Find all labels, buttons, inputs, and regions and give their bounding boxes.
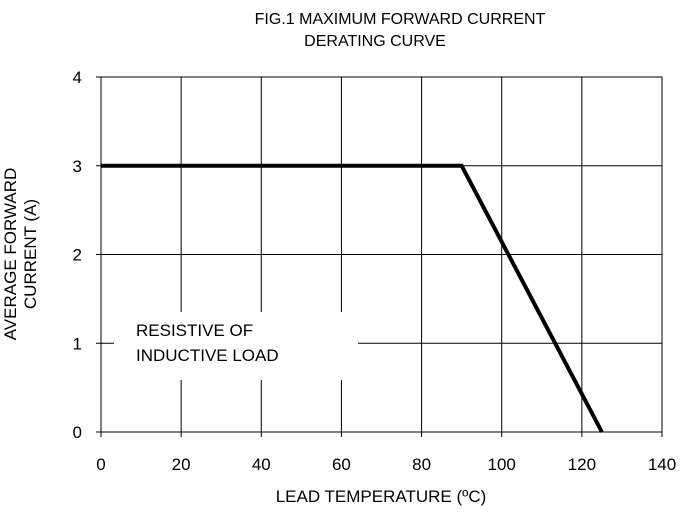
chart-title-line-1: FIG.1 MAXIMUM FORWARD CURRENT	[255, 11, 546, 28]
y-tick-label: 3	[73, 157, 82, 176]
annotation-line-1: RESISTIVE OF	[136, 321, 253, 340]
y-tick-label: 1	[73, 334, 82, 353]
y-tick-label: 4	[73, 68, 82, 87]
tick-marks	[96, 76, 663, 437]
y-axis-label-line-1: AVERAGE FORWARD	[1, 168, 20, 341]
series-layer	[101, 163, 604, 433]
annotation-background	[114, 312, 358, 380]
y-axis-label-line-2: CURRENT (A)	[21, 199, 40, 309]
x-tick-labels: 0 20 40 60 80 100 120 140	[96, 455, 676, 474]
x-tick-label: 60	[332, 455, 351, 474]
derating-curve-line	[101, 163, 604, 433]
x-tick-label: 0	[96, 455, 105, 474]
x-axis-label: LEAD TEMPERATURE (ºC)	[276, 487, 487, 506]
chart-title-line-2: DERATING CURVE	[304, 33, 446, 50]
annotation-line-2: INDUCTIVE LOAD	[136, 346, 279, 365]
y-tick-label: 0	[73, 423, 82, 442]
y-tick-labels: 0 1 2 3 4	[73, 68, 82, 442]
x-tick-label: 40	[252, 455, 271, 474]
x-tick-label: 140	[648, 455, 676, 474]
x-tick-label: 80	[412, 455, 431, 474]
y-tick-label: 2	[73, 246, 82, 265]
x-tick-label: 100	[488, 455, 516, 474]
x-tick-label: 20	[172, 455, 191, 474]
y-axis-label: AVERAGE FORWARD CURRENT (A)	[1, 168, 40, 341]
load-annotation: RESISTIVE OF INDUCTIVE LOAD	[136, 321, 279, 365]
x-tick-label: 120	[568, 455, 596, 474]
chart-title: FIG.1 MAXIMUM FORWARD CURRENT DERATING C…	[255, 11, 546, 50]
